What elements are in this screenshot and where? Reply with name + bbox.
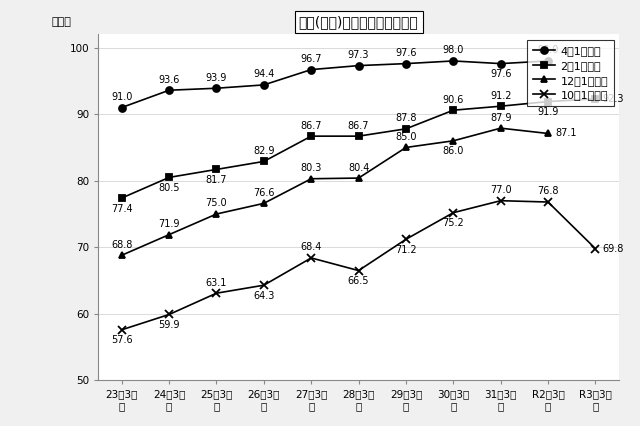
- Text: 77.4: 77.4: [111, 204, 132, 213]
- Text: 91.2: 91.2: [490, 91, 511, 101]
- Text: 97.6: 97.6: [395, 48, 417, 58]
- Text: 82.9: 82.9: [253, 146, 275, 156]
- Text: 87.1: 87.1: [555, 129, 577, 138]
- 12月1日現在: [212, 211, 220, 216]
- Line: 12月1日現在: 12月1日現在: [118, 125, 552, 259]
- 12月1日現在: [449, 138, 457, 144]
- 12月1日現在: [497, 126, 504, 131]
- 10月1日現在: [544, 199, 552, 204]
- Text: 94.4: 94.4: [253, 69, 275, 79]
- 10月1日現在: [165, 312, 173, 317]
- 2月1日現在: [497, 104, 504, 109]
- Text: 81.7: 81.7: [205, 175, 227, 185]
- 2月1日現在: [402, 126, 410, 131]
- Text: 87.9: 87.9: [490, 112, 511, 123]
- 10月1日現在: [355, 268, 362, 273]
- Text: 91.0: 91.0: [111, 92, 132, 102]
- 2月1日現在: [449, 108, 457, 113]
- 4月1日現在: [544, 58, 552, 63]
- Text: 71.9: 71.9: [158, 219, 180, 229]
- Text: 97.6: 97.6: [490, 69, 511, 79]
- Text: 76.6: 76.6: [253, 188, 275, 198]
- Text: 97.3: 97.3: [348, 50, 369, 60]
- 12月1日現在: [402, 145, 410, 150]
- Text: 80.3: 80.3: [301, 163, 322, 173]
- Text: 63.1: 63.1: [206, 278, 227, 288]
- 2月1日現在: [212, 167, 220, 172]
- Text: 86.7: 86.7: [300, 121, 322, 131]
- 10月1日現在: [118, 327, 125, 332]
- 4月1日現在: [212, 86, 220, 91]
- 2月1日現在: [355, 134, 362, 139]
- Text: 77.0: 77.0: [490, 185, 511, 195]
- Text: 68.8: 68.8: [111, 240, 132, 250]
- 10月1日現在: [402, 237, 410, 242]
- 12月1日現在: [355, 176, 362, 181]
- 2月1日現在: [591, 96, 599, 101]
- Text: 91.9: 91.9: [538, 107, 559, 117]
- Text: 98.0: 98.0: [443, 46, 464, 55]
- 12月1日現在: [165, 232, 173, 237]
- 4月1日現在: [307, 67, 315, 72]
- 12月1日現在: [260, 201, 268, 206]
- Text: 80.4: 80.4: [348, 162, 369, 173]
- Text: 59.9: 59.9: [158, 320, 180, 330]
- Line: 2月1日現在: 2月1日現在: [118, 95, 599, 201]
- Text: 86.0: 86.0: [443, 147, 464, 156]
- 10月1日現在: [212, 291, 220, 296]
- Text: 92.3: 92.3: [602, 94, 624, 104]
- 4月1日現在: [449, 58, 457, 63]
- Text: 69.8: 69.8: [602, 244, 624, 253]
- 10月1日現在: [591, 246, 599, 251]
- 12月1日現在: [544, 131, 552, 136]
- Text: 93.9: 93.9: [206, 73, 227, 83]
- Text: （％）: （％）: [51, 17, 71, 27]
- 4月1日現在: [260, 82, 268, 87]
- Text: 80.5: 80.5: [158, 183, 180, 193]
- Title: 就職(内定)率の推移　（大学）: 就職(内定)率の推移 （大学）: [299, 15, 419, 29]
- Text: 85.0: 85.0: [395, 132, 417, 142]
- Text: 64.3: 64.3: [253, 291, 275, 301]
- 2月1日現在: [307, 134, 315, 139]
- 2月1日現在: [118, 196, 125, 201]
- 12月1日現在: [307, 176, 315, 181]
- Legend: 4月1日現在, 2月1日現在, 12月1日現在, 10月1日現在: 4月1日現在, 2月1日現在, 12月1日現在, 10月1日現在: [527, 40, 614, 106]
- 10月1日現在: [307, 255, 315, 260]
- Text: 87.8: 87.8: [395, 113, 417, 123]
- Text: 75.0: 75.0: [205, 199, 227, 208]
- 4月1日現在: [165, 88, 173, 93]
- 10月1日現在: [260, 283, 268, 288]
- 12月1日現在: [118, 253, 125, 258]
- Text: 96.7: 96.7: [300, 54, 322, 64]
- Text: 75.2: 75.2: [442, 218, 464, 228]
- 2月1日現在: [260, 159, 268, 164]
- Text: 71.2: 71.2: [395, 245, 417, 255]
- 10月1日現在: [449, 210, 457, 215]
- Text: 66.5: 66.5: [348, 276, 369, 286]
- 2月1日現在: [165, 175, 173, 180]
- Text: 93.6: 93.6: [159, 75, 180, 85]
- Text: 76.8: 76.8: [538, 187, 559, 196]
- 4月1日現在: [402, 61, 410, 66]
- Line: 4月1日現在: 4月1日現在: [118, 58, 552, 111]
- Text: 57.6: 57.6: [111, 335, 132, 345]
- Text: 90.6: 90.6: [443, 95, 464, 105]
- 4月1日現在: [118, 105, 125, 110]
- Text: 98.0: 98.0: [538, 46, 559, 55]
- Text: 68.4: 68.4: [301, 242, 322, 252]
- Text: 86.7: 86.7: [348, 121, 369, 131]
- 2月1日現在: [544, 99, 552, 104]
- 10月1日現在: [497, 198, 504, 203]
- Line: 10月1日現在: 10月1日現在: [118, 196, 600, 334]
- 4月1日現在: [497, 61, 504, 66]
- 4月1日現在: [355, 63, 362, 68]
